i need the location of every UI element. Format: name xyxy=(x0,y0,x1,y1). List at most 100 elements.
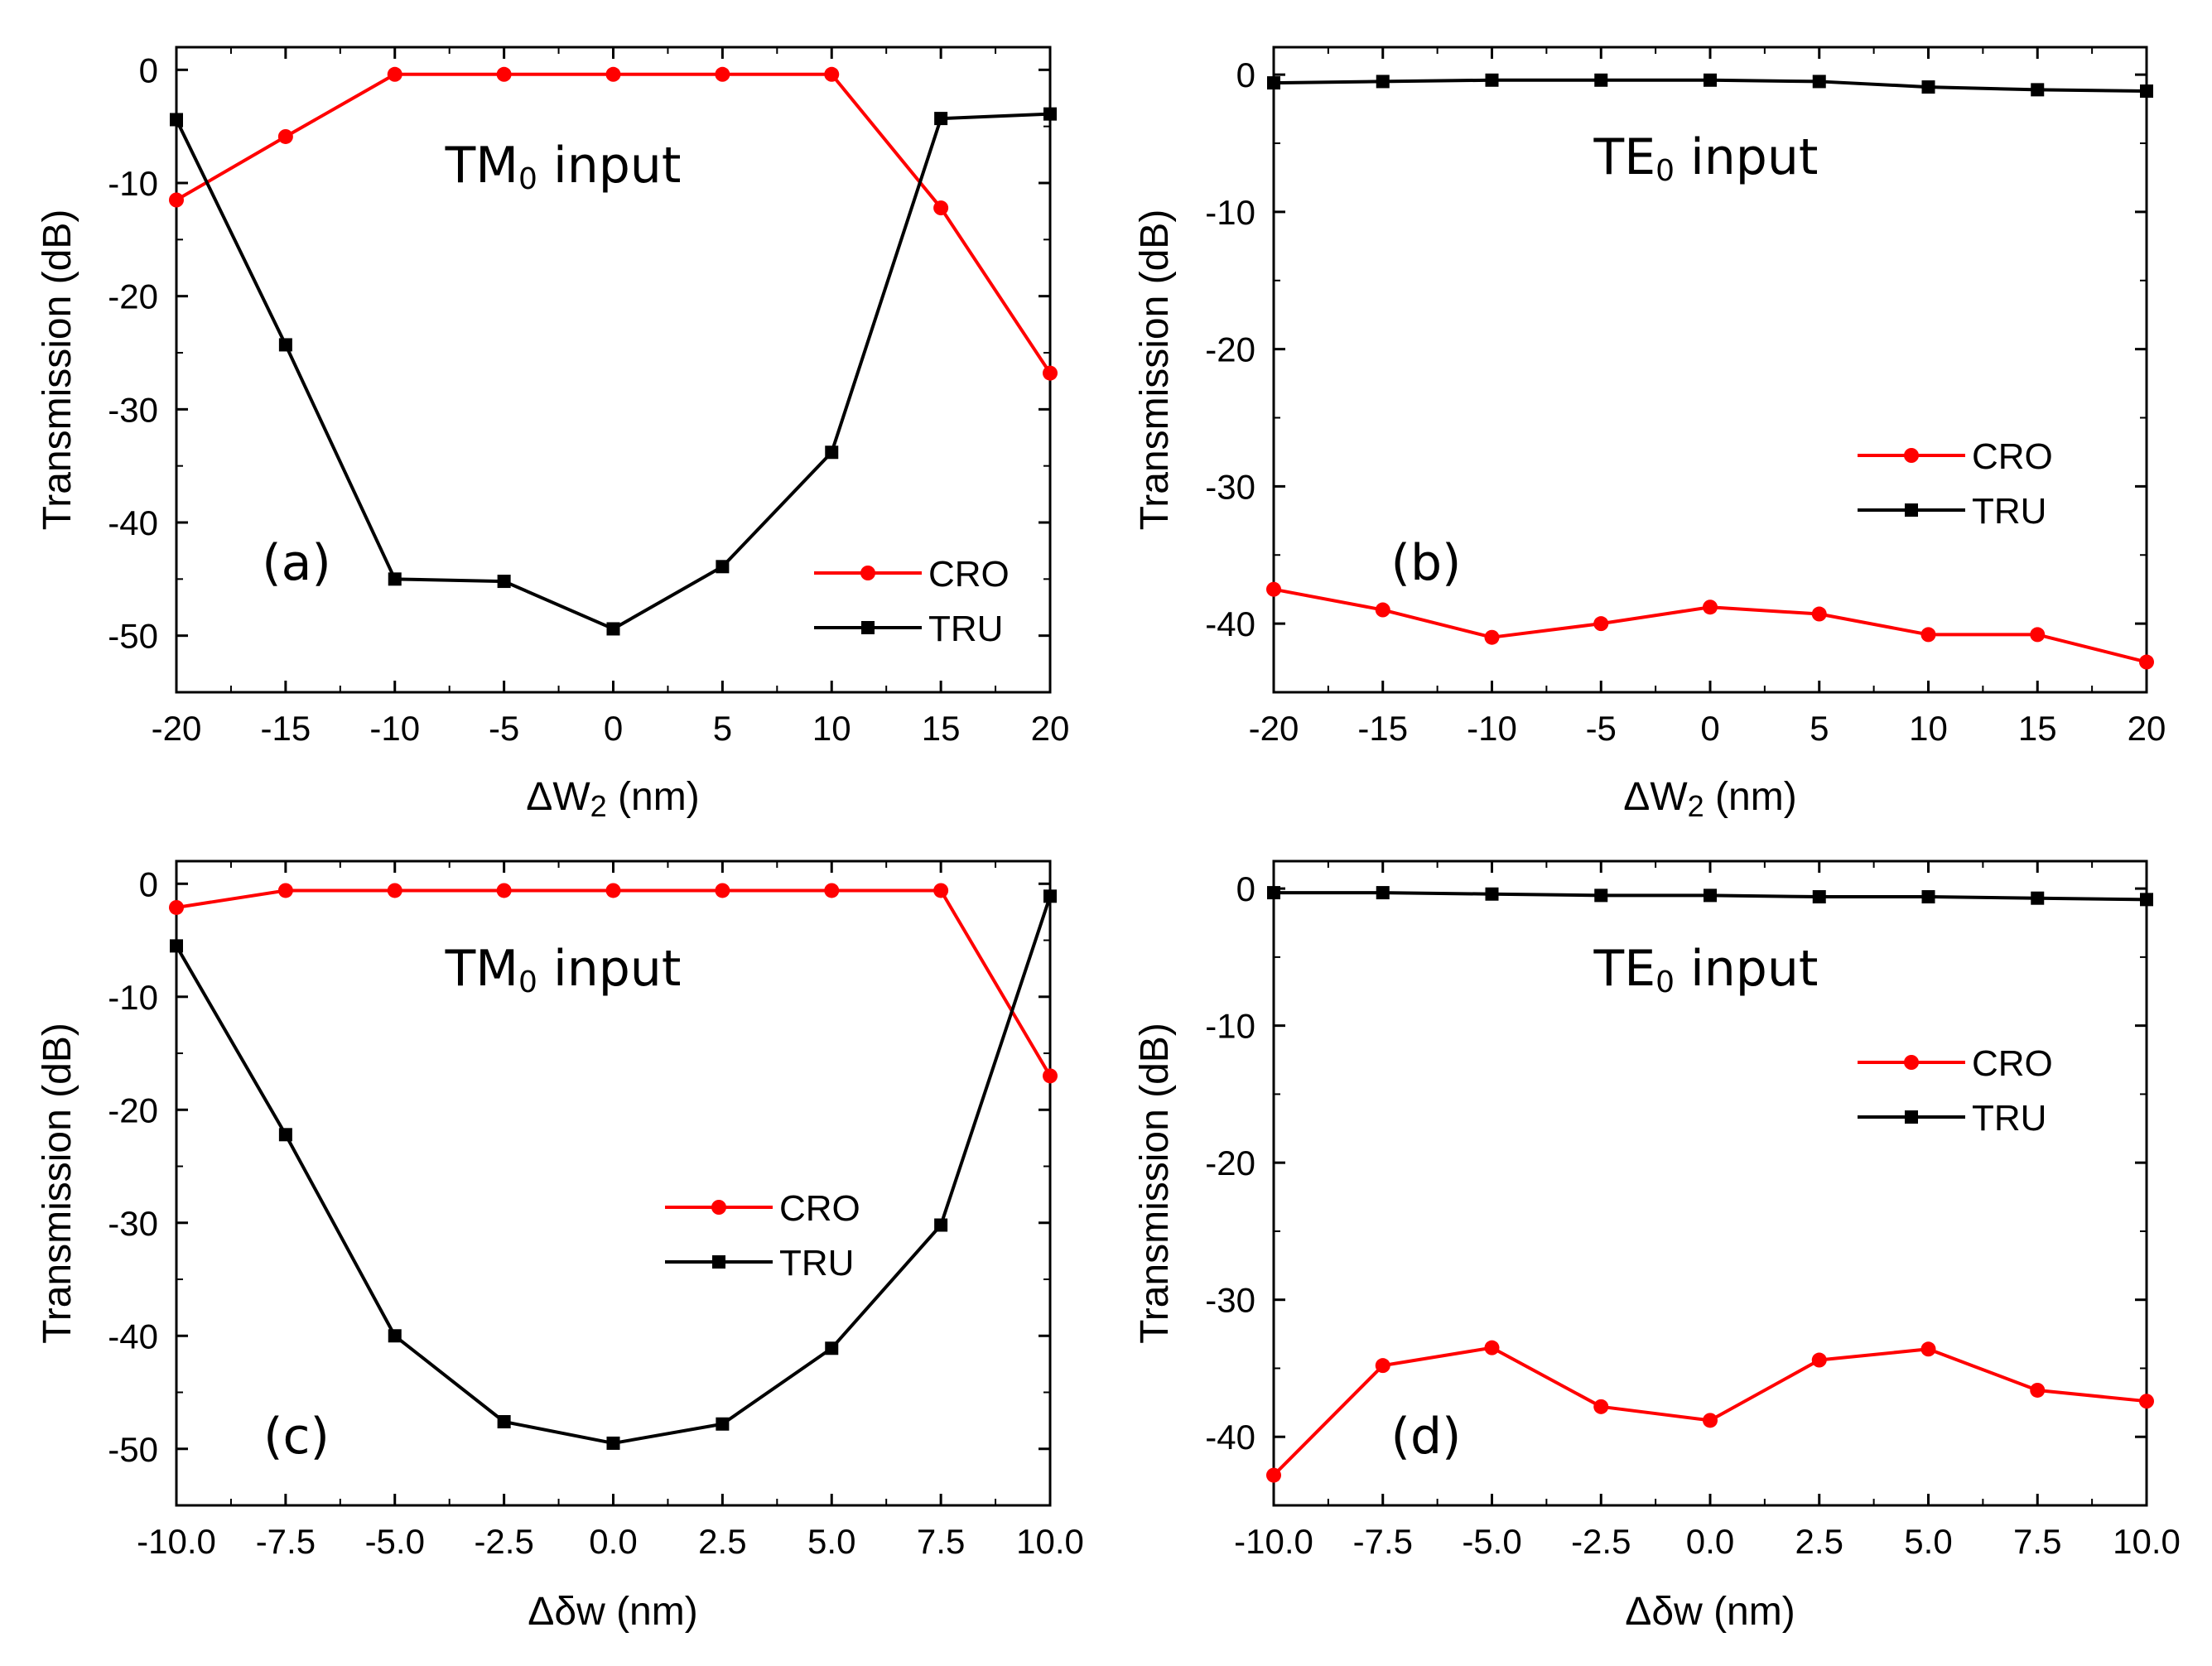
data-point-cro xyxy=(387,883,402,898)
y-tick-label: 0 xyxy=(139,864,158,903)
x-tick-label: -20 xyxy=(152,709,202,748)
data-point-cro xyxy=(824,66,840,82)
legend-marker-tru xyxy=(712,1255,725,1269)
data-point-cro xyxy=(1703,599,1718,615)
data-point-cro xyxy=(715,883,730,898)
x-tick-label: 20 xyxy=(1031,709,1070,748)
x-tick-label: 10 xyxy=(812,709,851,748)
legend-label-tru: TRU xyxy=(779,1243,854,1283)
legend-marker-tru xyxy=(1905,1110,1918,1124)
data-point-cro xyxy=(1811,1352,1827,1368)
x-tick-label: 0.0 xyxy=(589,1522,637,1561)
data-point-cro xyxy=(2139,654,2154,670)
series-line-cro xyxy=(175,72,1052,374)
x-axis-title: ΔW2 (nm) xyxy=(1623,775,1796,823)
data-point-tru xyxy=(1812,75,1826,89)
data-point-cro xyxy=(1811,606,1827,622)
data-point-cro xyxy=(933,883,949,898)
y-tick-label: -50 xyxy=(108,617,158,656)
y-tick-label: -40 xyxy=(108,503,158,542)
x-tick-label: -10 xyxy=(1467,709,1517,748)
x-tick-label: -15 xyxy=(1357,709,1408,748)
x-tick-label: 10.0 xyxy=(2113,1522,2181,1561)
data-point-cro xyxy=(277,128,293,144)
y-tick-label: 0 xyxy=(1236,55,1255,94)
x-tick-label: 7.5 xyxy=(2013,1522,2061,1561)
y-tick-label: -30 xyxy=(1205,467,1255,506)
data-point-tru xyxy=(716,560,730,574)
x-tick-label: -10 xyxy=(369,709,420,748)
y-tick-label: -10 xyxy=(108,978,158,1017)
data-point-tru xyxy=(825,1341,839,1355)
data-point-cro xyxy=(2030,1382,2046,1398)
data-point-tru xyxy=(934,1218,948,1232)
x-tick-label: 5.0 xyxy=(1904,1522,1952,1561)
data-point-tru xyxy=(278,1128,292,1142)
legend: CRO TRU xyxy=(814,554,1010,649)
data-point-cro xyxy=(1043,1068,1058,1084)
data-point-tru xyxy=(1043,889,1057,903)
x-axis-title: Δδw (nm) xyxy=(1625,1590,1795,1634)
legend-label-tru: TRU xyxy=(1972,491,2046,532)
panel-c: -10.0 -7.5 -5.0 -2.5 0.0 2.5 5.0 7.5 10.0 0 -10 -20… xyxy=(36,859,1084,1634)
data-point-cro xyxy=(496,66,512,82)
x-tick-label: -7.5 xyxy=(256,1522,316,1561)
y-tick-label: -50 xyxy=(108,1430,158,1469)
mode-annotation: TM0 input xyxy=(445,137,682,196)
x-tick-label: -2.5 xyxy=(474,1522,533,1561)
x-tick-label: -20 xyxy=(1249,709,1299,748)
data-point-cro xyxy=(1593,616,1609,632)
y-tick-label: 0 xyxy=(139,51,158,89)
x-tick-label: -5.0 xyxy=(1462,1522,1521,1561)
data-point-tru xyxy=(825,445,839,460)
x-axis-title: ΔW2 (nm) xyxy=(526,775,699,823)
y-tick-label: -20 xyxy=(108,1091,158,1129)
x-tick-label: 10 xyxy=(1909,709,1948,748)
data-point-cro xyxy=(824,883,840,898)
x-tick-label: 15 xyxy=(922,709,961,748)
data-point-cro xyxy=(1484,1340,1500,1355)
data-point-tru xyxy=(388,1329,402,1343)
data-point-cro xyxy=(277,883,293,898)
data-point-cro xyxy=(496,883,512,898)
x-tick-label: -5 xyxy=(1586,709,1617,748)
legend-marker-tru xyxy=(1905,503,1918,517)
data-point-tru xyxy=(278,338,292,352)
y-tick-label: -30 xyxy=(108,390,158,429)
panel-label: (a) xyxy=(262,534,331,592)
legend-marker-cro xyxy=(1904,448,1919,463)
data-point-tru xyxy=(1485,887,1499,901)
legend-label-tru: TRU xyxy=(928,609,1003,649)
x-tick-label: -5 xyxy=(489,709,519,748)
panel-label: (d) xyxy=(1391,1408,1462,1466)
data-point-tru xyxy=(606,1436,620,1450)
data-point-tru xyxy=(497,1414,511,1428)
x-tick-label: -10.0 xyxy=(137,1522,216,1561)
data-point-tru xyxy=(1921,80,1935,94)
y-axis-title: Transmission (dB) xyxy=(1133,1023,1177,1344)
y-tick-label: -30 xyxy=(108,1204,158,1243)
data-point-cro xyxy=(387,66,402,82)
data-point-tru xyxy=(2031,891,2045,905)
x-tick-label: 0.0 xyxy=(1686,1522,1734,1561)
x-tick-label: -15 xyxy=(261,709,311,748)
x-axis-title: Δδw (nm) xyxy=(528,1590,697,1634)
y-tick-label: -20 xyxy=(1205,1144,1255,1182)
data-point-cro xyxy=(169,899,184,915)
panel-a: -20 -15 -10 -5 0 5 10 15 200-10-20-30-40-50Trans… xyxy=(36,46,1070,823)
data-point-cro xyxy=(2030,627,2046,643)
data-point-tru xyxy=(1594,888,1608,903)
x-tick-label: -7.5 xyxy=(1353,1522,1413,1561)
y-tick-label: -10 xyxy=(1205,1007,1255,1046)
y-tick-label: -20 xyxy=(1205,330,1255,369)
data-point-tru xyxy=(1267,886,1280,900)
x-tick-label: 7.5 xyxy=(917,1522,965,1561)
panel-label: (b) xyxy=(1391,534,1462,592)
data-point-tru xyxy=(1267,76,1280,90)
data-point-tru xyxy=(2140,893,2153,907)
data-point-cro xyxy=(1266,1467,1281,1483)
data-point-cro xyxy=(1593,1399,1609,1414)
data-point-tru xyxy=(1812,890,1826,904)
data-point-tru xyxy=(1704,73,1717,87)
